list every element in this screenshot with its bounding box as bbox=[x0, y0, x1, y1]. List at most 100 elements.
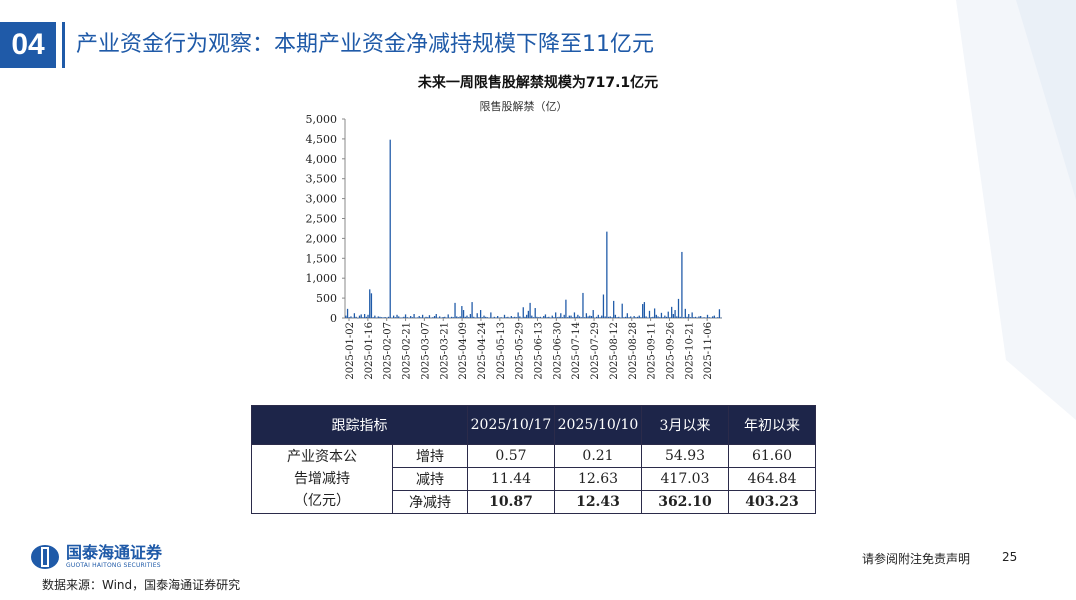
y-tick-label: 4,500 bbox=[306, 133, 338, 146]
bar bbox=[452, 317, 454, 318]
bar bbox=[497, 316, 499, 318]
bar bbox=[531, 315, 533, 318]
bar bbox=[652, 316, 654, 318]
bar bbox=[590, 316, 593, 318]
bar bbox=[410, 316, 412, 318]
bar bbox=[703, 317, 705, 318]
bar bbox=[462, 310, 465, 318]
bar bbox=[355, 316, 357, 318]
table-cell: 54.93 bbox=[641, 444, 729, 468]
bar bbox=[693, 317, 695, 318]
bar bbox=[536, 316, 538, 318]
bar bbox=[694, 316, 697, 318]
x-tick-label: 2025-05-13 bbox=[496, 322, 507, 380]
bar bbox=[454, 302, 456, 318]
bar bbox=[543, 316, 545, 318]
bar bbox=[713, 315, 715, 318]
x-tick-label: 2025-08-28 bbox=[628, 322, 639, 380]
bar bbox=[636, 316, 639, 318]
section-number: 04 bbox=[0, 22, 56, 68]
bar bbox=[398, 316, 400, 318]
bar bbox=[512, 317, 514, 318]
bar bbox=[370, 293, 373, 318]
bar bbox=[594, 317, 596, 319]
y-tick-label: 1,500 bbox=[306, 252, 338, 265]
legend-label: 限售股解禁（亿） bbox=[480, 99, 568, 113]
bar bbox=[705, 317, 707, 319]
bar bbox=[659, 317, 661, 318]
bar bbox=[476, 313, 478, 318]
table-header-col: 2025/10/17 bbox=[467, 405, 555, 445]
logo-name-cn: 国泰海通证券 bbox=[66, 543, 163, 562]
y-tick-label: 500 bbox=[316, 292, 337, 305]
bar bbox=[674, 310, 676, 318]
bar bbox=[423, 317, 425, 319]
bar bbox=[601, 315, 603, 318]
bar bbox=[541, 317, 543, 319]
table-row: 净减持 10.87 12.43 362.10 403.23 bbox=[252, 490, 816, 514]
bar bbox=[546, 317, 548, 318]
bar bbox=[604, 316, 606, 318]
bar bbox=[568, 315, 570, 318]
bar bbox=[348, 317, 350, 318]
bar bbox=[363, 314, 366, 318]
bar bbox=[372, 317, 374, 318]
table-cell: 12.63 bbox=[554, 467, 642, 491]
bar bbox=[664, 315, 666, 318]
bar bbox=[573, 312, 576, 318]
table-cell: 0.57 bbox=[467, 444, 555, 468]
page-title: 产业资金行为观察：本期产业资金净减持规模下降至11亿元 bbox=[76, 32, 654, 57]
bar bbox=[457, 317, 460, 318]
bar bbox=[681, 251, 683, 318]
table-row: 减持 11.44 12.63 417.03 464.84 bbox=[252, 467, 816, 491]
table-cell: 12.43 bbox=[554, 490, 642, 514]
x-tick-label: 2025-11-06 bbox=[703, 322, 714, 380]
bar bbox=[643, 302, 646, 318]
bar bbox=[553, 317, 555, 318]
table-cell: 403.23 bbox=[728, 490, 816, 514]
x-tick-label: 2025-03-07 bbox=[420, 322, 431, 380]
bar bbox=[626, 313, 628, 318]
bar bbox=[592, 310, 594, 318]
bar bbox=[387, 316, 390, 318]
bar bbox=[392, 315, 395, 318]
table-header-row: 跟踪指标 2025/10/17 2025/10/10 3月以来 年初以来 bbox=[251, 405, 816, 445]
bar bbox=[488, 317, 490, 319]
disclaimer-link[interactable]: 请参阅附注免责声明 bbox=[862, 552, 971, 566]
bar bbox=[560, 313, 562, 318]
bar bbox=[621, 303, 623, 318]
bar bbox=[450, 316, 453, 318]
bar bbox=[427, 317, 429, 318]
bar bbox=[445, 317, 448, 319]
bar bbox=[638, 315, 640, 318]
x-tick-label: 2025-01-02 bbox=[345, 322, 356, 380]
bar bbox=[630, 316, 632, 318]
bar bbox=[589, 315, 591, 318]
bar bbox=[439, 316, 441, 318]
bar bbox=[650, 317, 652, 318]
bar bbox=[490, 312, 492, 318]
table-cell: 417.03 bbox=[641, 467, 729, 491]
page-number: 25 bbox=[1002, 550, 1018, 564]
bar bbox=[500, 317, 502, 318]
tracking-table: 跟踪指标 2025/10/17 2025/10/10 3月以来 年初以来 产业资… bbox=[251, 405, 816, 514]
bar bbox=[433, 316, 436, 318]
bar bbox=[507, 316, 509, 318]
bar bbox=[613, 300, 615, 318]
bar bbox=[389, 139, 391, 318]
bar bbox=[401, 317, 403, 318]
bar bbox=[464, 316, 466, 318]
bar bbox=[582, 292, 584, 318]
bar bbox=[706, 314, 709, 318]
company-logo: 国泰海通证券 GUOTAI HAITONG SECURITIES bbox=[30, 544, 162, 570]
bar bbox=[682, 317, 685, 318]
bar bbox=[575, 316, 577, 318]
bar bbox=[384, 317, 386, 318]
bar bbox=[437, 317, 439, 319]
bar bbox=[572, 317, 574, 318]
bar bbox=[382, 317, 385, 318]
bar bbox=[430, 317, 432, 319]
bar bbox=[597, 314, 599, 318]
group-label-text: 产业资本公告增减持（亿元） bbox=[287, 449, 357, 509]
bar bbox=[442, 317, 444, 318]
